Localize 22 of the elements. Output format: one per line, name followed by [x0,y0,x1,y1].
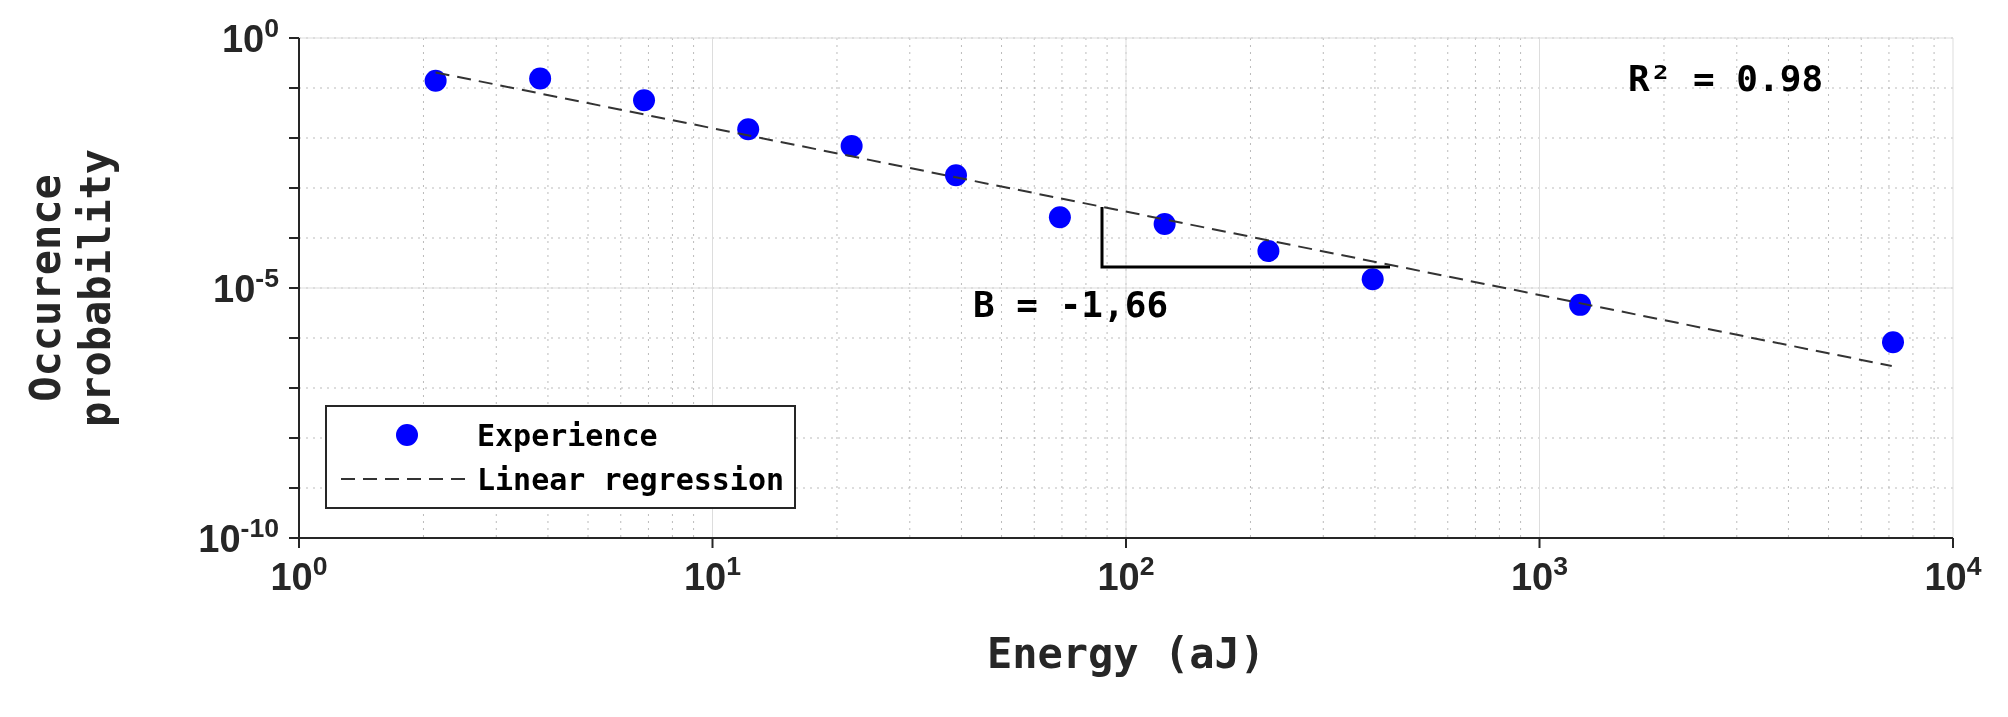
y-tick-label: 10$^{-5}$ [213,263,280,310]
x-tick-label: 10$^{2}$ [1097,551,1155,598]
x-tick-label: 10$^{3}$ [1510,551,1569,598]
legend-label: Experience [477,417,658,453]
x-tick-label: 10$^{4}$ [1924,551,1982,598]
annotation: R² = 0.98 [1628,58,1824,99]
point [840,135,863,158]
annotation: B = -1,66 [973,284,1169,325]
point [944,164,967,187]
y-axis-title: Occurence probability [21,148,120,428]
y-tick-label: 10$^{0}$ [221,13,279,60]
point [1257,239,1280,262]
x-axis-title: Energy (aJ) [986,629,1266,678]
point [633,89,656,112]
point [529,67,552,90]
point [1153,213,1176,236]
point [737,118,760,141]
x-tick-label: 10$^{1}$ [683,551,742,598]
legend-label: Linear regression [477,461,785,497]
point [424,69,447,92]
point [1361,268,1384,291]
point [1048,206,1071,229]
